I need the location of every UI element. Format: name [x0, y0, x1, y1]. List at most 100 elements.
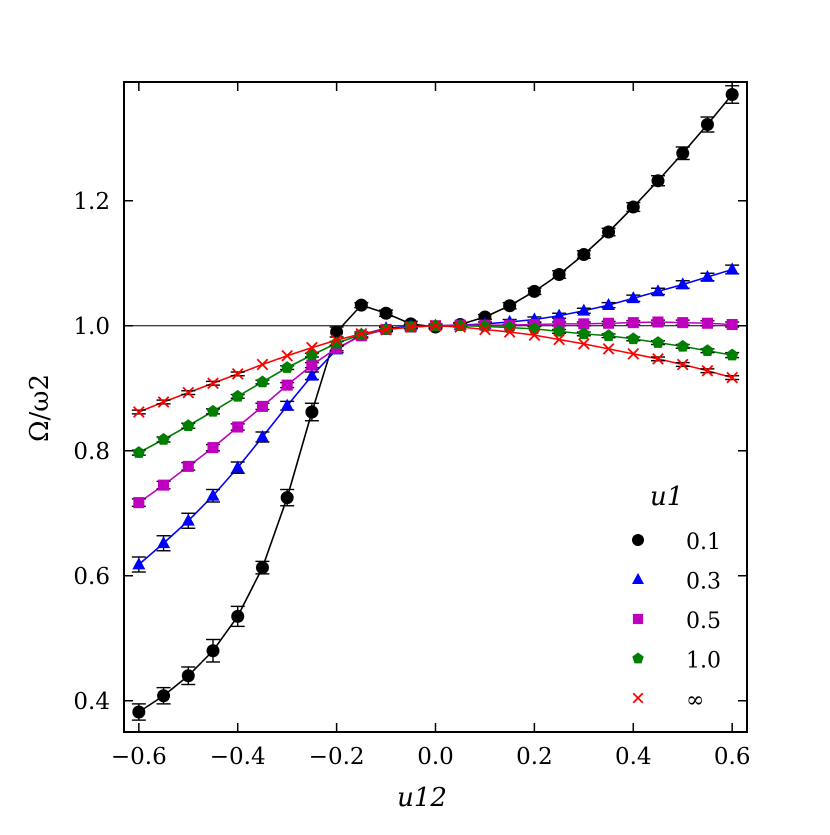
x-tick-label: −0.2	[309, 744, 365, 770]
y-axis-title-text: Ω/ω2	[25, 374, 55, 442]
data-point	[404, 321, 417, 333]
data-point	[652, 353, 664, 365]
data-point	[305, 405, 319, 419]
data-point	[132, 406, 145, 418]
data-point	[231, 368, 244, 380]
data-point	[725, 262, 739, 275]
data-point	[255, 561, 269, 575]
data-point	[157, 536, 171, 549]
data-point-stroke	[676, 358, 689, 371]
data-point	[603, 317, 615, 329]
y-tick-label: 0.6	[73, 564, 110, 590]
data-point	[578, 318, 590, 330]
data-point	[429, 319, 442, 332]
data-point-stroke	[602, 343, 615, 355]
data-point	[527, 284, 541, 298]
data-point	[602, 343, 615, 355]
y-axis-title: Ω/ω2	[25, 374, 55, 442]
legend-label: 1.0	[686, 649, 721, 674]
data-point	[700, 269, 714, 282]
data-point	[577, 338, 590, 350]
data-point-stroke	[404, 321, 417, 333]
data-point-stroke	[454, 321, 467, 333]
data-point-stroke	[132, 406, 145, 418]
data-point	[528, 329, 541, 341]
y-tick-label: 0.8	[73, 439, 110, 465]
data-point	[330, 334, 343, 346]
data-point	[132, 557, 146, 570]
data-point	[725, 348, 739, 361]
data-point	[306, 341, 318, 354]
data-point	[651, 174, 665, 188]
data-point-stroke	[577, 338, 590, 350]
data-point	[182, 419, 195, 432]
x-axis-title: u12	[397, 783, 447, 813]
legend-marker	[632, 534, 644, 546]
x-axis-title-text: u12	[397, 783, 447, 813]
data-point	[232, 421, 244, 433]
data-point	[379, 306, 393, 320]
data-point-stroke	[429, 319, 442, 332]
data-point	[207, 377, 219, 390]
legend-label: ∞	[686, 688, 704, 713]
data-point	[181, 513, 195, 526]
y-tick-label: 1.2	[73, 189, 110, 215]
data-point	[207, 442, 219, 454]
data-point	[676, 277, 690, 290]
data-point	[454, 321, 467, 333]
legend-label: 0.5	[686, 609, 721, 634]
data-point	[206, 404, 220, 417]
data-point	[652, 316, 664, 328]
data-point	[577, 327, 591, 340]
data-point	[330, 325, 344, 339]
data-point	[182, 386, 195, 399]
x-tick-label: 0.6	[714, 744, 751, 770]
x-tick-label: −0.6	[111, 744, 167, 770]
data-point-stroke	[207, 377, 219, 390]
data-point-stroke	[726, 371, 739, 384]
data-point	[577, 248, 591, 261]
x-tick-label: 0.2	[516, 744, 553, 770]
y-tick-label: 0.4	[73, 689, 110, 715]
data-point	[355, 328, 368, 340]
data-point-stroke	[231, 368, 244, 380]
data-point	[676, 146, 690, 160]
legend-label: 0.3	[686, 570, 721, 595]
data-marks	[124, 85, 747, 721]
legend-entry: 0.3	[632, 570, 721, 595]
series-4	[131, 319, 740, 418]
data-point	[627, 317, 639, 329]
legend-title: u1	[650, 482, 683, 512]
data-point-stroke	[701, 364, 714, 377]
data-point-stroke	[182, 386, 195, 399]
data-point	[158, 479, 170, 491]
data-point	[627, 348, 640, 360]
legend-label: 0.1	[686, 530, 721, 555]
data-point	[677, 317, 689, 329]
data-point	[602, 225, 616, 239]
data-point	[280, 361, 294, 373]
legend-entry: ∞	[632, 688, 704, 713]
data-point	[725, 88, 739, 101]
data-point	[256, 358, 269, 371]
data-point	[255, 429, 269, 442]
data-point	[280, 491, 294, 505]
data-point-stroke	[281, 349, 294, 362]
data-point	[256, 375, 269, 388]
data-point	[700, 118, 714, 131]
data-point	[651, 284, 665, 297]
x-tick-label: 0.4	[615, 744, 652, 770]
data-point	[602, 297, 616, 310]
data-point-stroke	[380, 323, 392, 336]
data-point-stroke	[479, 323, 491, 336]
data-point	[552, 324, 566, 337]
data-point	[726, 318, 738, 331]
data-point	[577, 303, 591, 316]
data-point	[181, 669, 195, 683]
legend-entry: 0.5	[632, 609, 721, 634]
data-point	[132, 705, 146, 719]
data-point	[231, 389, 244, 402]
data-point	[651, 336, 665, 348]
